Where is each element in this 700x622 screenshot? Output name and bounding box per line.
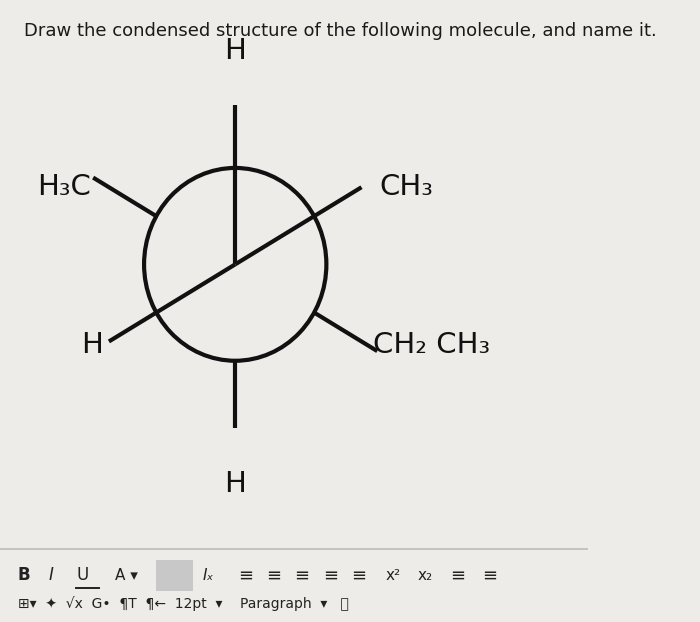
Text: H₃C: H₃C xyxy=(37,172,91,201)
Text: ≡: ≡ xyxy=(238,567,253,584)
Text: H: H xyxy=(224,37,246,65)
Text: H: H xyxy=(81,331,103,360)
Text: ⊞▾  ✦  √x  G•  ¶T  ¶←  12pt  ▾    Paragraph  ▾   Ⓡ: ⊞▾ ✦ √x G• ¶T ¶← 12pt ▾ Paragraph ▾ Ⓡ xyxy=(18,596,349,611)
Text: ≡: ≡ xyxy=(295,567,309,584)
Text: B: B xyxy=(18,567,30,584)
Text: Iₓ: Iₓ xyxy=(203,568,214,583)
Text: Draw the condensed structure of the following molecule, and name it.: Draw the condensed structure of the foll… xyxy=(24,22,657,40)
Text: CH₂ CH₃: CH₂ CH₃ xyxy=(373,331,491,360)
Text: ≡: ≡ xyxy=(351,567,366,584)
Text: U: U xyxy=(76,567,89,584)
FancyBboxPatch shape xyxy=(156,560,193,591)
Text: x₂: x₂ xyxy=(417,568,433,583)
Text: H: H xyxy=(224,470,246,498)
Text: I: I xyxy=(48,567,53,584)
Text: ≡: ≡ xyxy=(267,567,281,584)
Text: A ▾: A ▾ xyxy=(115,568,137,583)
Text: ≡: ≡ xyxy=(323,567,338,584)
Text: CH₃: CH₃ xyxy=(379,172,433,201)
Text: ≡: ≡ xyxy=(482,567,497,584)
Text: ≡: ≡ xyxy=(450,567,465,584)
Text: x²: x² xyxy=(385,568,400,583)
Text: A ▾: A ▾ xyxy=(163,568,186,583)
